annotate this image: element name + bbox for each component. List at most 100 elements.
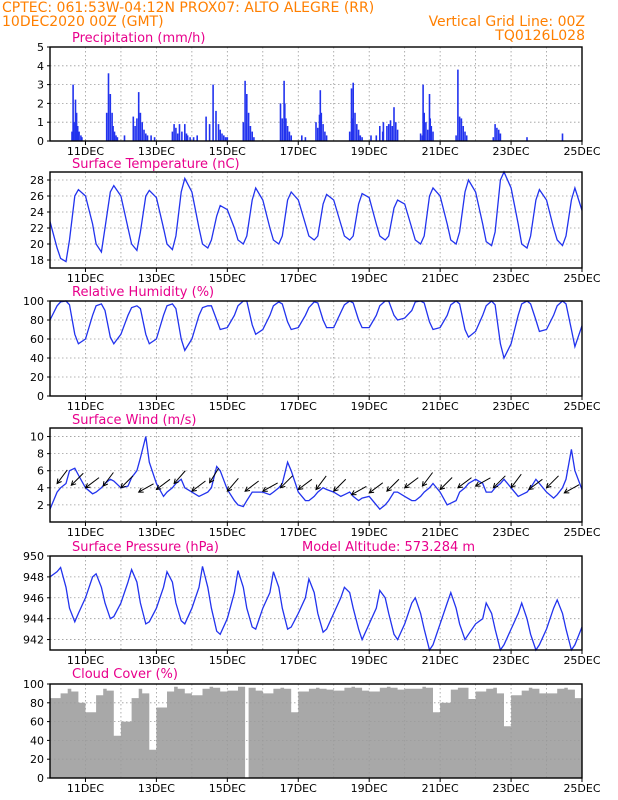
wind-arrow-head — [279, 482, 286, 489]
wind-arrow-head — [173, 478, 179, 485]
wind-xtick-label: 17DEC — [280, 526, 317, 539]
pressure-xtick-label: 21DEC — [422, 654, 459, 667]
precip-bar — [315, 122, 317, 141]
cloud-ytick-label: 20 — [30, 753, 44, 766]
precip-bar — [419, 133, 422, 141]
precip-bar — [357, 129, 360, 141]
temp-xtick-label: 17DEC — [280, 272, 317, 285]
wind-arrow-shaft — [368, 482, 384, 494]
precip-bar — [325, 135, 328, 141]
precip-bar — [249, 126, 252, 141]
precip-bar — [196, 135, 198, 141]
precip-bar — [80, 135, 82, 141]
wind-arrow-head — [563, 488, 570, 494]
precip-bar — [74, 99, 77, 141]
precip-bar — [462, 126, 464, 141]
precip-bar — [425, 122, 427, 141]
precip-bar — [389, 120, 392, 141]
precip-bar — [181, 131, 183, 141]
wind-arrow-shaft — [85, 477, 100, 489]
precip-bar — [146, 135, 149, 141]
rh-xtick-label: 13DEC — [138, 400, 175, 413]
panels: 0 1 2 3 4 5 11DEC 13DEC 15DEC 17DEC 19DEC 21DEC 23DE… — [23, 41, 601, 795]
precip-bar — [319, 90, 322, 141]
precip-bar — [359, 135, 362, 141]
wind-arrow-head — [120, 482, 126, 489]
precip-bar — [457, 69, 459, 141]
wind-arrow-head — [244, 486, 251, 492]
precip-bar — [352, 82, 354, 141]
cloud-ytick-label: 40 — [30, 734, 44, 747]
precip-bar — [428, 94, 431, 141]
wind-xtick-label: 13DEC — [138, 526, 175, 539]
precip-bar — [134, 126, 136, 141]
temp-ytick-label: 26 — [30, 190, 44, 203]
wind-arrow-head — [56, 478, 62, 485]
precip-ytick-label: 1 — [37, 116, 44, 129]
wind-title: Surface Wind (m/s) — [72, 413, 196, 428]
wind-arrow-head — [492, 482, 499, 489]
precip-xtick-label: 21DEC — [422, 145, 459, 158]
wind-arrow-head — [209, 477, 215, 484]
wind-arrow-head — [70, 480, 77, 487]
precip-bar — [253, 137, 255, 141]
temp-xtick-label: 21DEC — [422, 272, 459, 285]
precip-xtick-label: 25DEC — [563, 145, 600, 158]
wind-arrow-head — [439, 484, 446, 491]
pressure-line — [49, 566, 583, 652]
precip-bar — [123, 135, 126, 141]
temp-ytick-label: 22 — [30, 222, 44, 235]
precip-bar — [497, 129, 500, 141]
wind-arrow-shaft — [56, 469, 68, 484]
temp-ytick-label: 28 — [30, 174, 44, 187]
precip-bar — [107, 73, 110, 141]
precip-bar — [224, 137, 227, 141]
precip-bar — [430, 126, 433, 141]
precip-bar — [492, 137, 495, 141]
precip-bar — [76, 126, 79, 141]
precip-xtick-label: 13DEC — [138, 145, 175, 158]
precip-bar — [186, 135, 189, 141]
precip-bar — [286, 126, 289, 141]
precip-bar — [301, 135, 303, 141]
temp-ytick-label: 20 — [30, 238, 44, 251]
wind-arrow-shaft — [156, 478, 171, 490]
wind-ytick-label: 4 — [37, 482, 44, 495]
rh-ytick-label: 0 — [37, 390, 44, 403]
header-station: CPTEC: 061:53W-04:12N PROX07: ALTO ALEGR… — [2, 0, 374, 16]
wind-arrow-shaft — [528, 478, 543, 490]
precip-bar — [396, 129, 399, 141]
precip-bar — [494, 124, 496, 141]
wind-xtick-label: 11DEC — [67, 526, 104, 539]
wind-arrow-shaft — [315, 475, 327, 490]
wind-arrow-head — [155, 484, 162, 491]
wind-arrow-head — [403, 483, 410, 489]
wind-xtick-label: 19DEC — [351, 526, 388, 539]
wind-arrow-shaft — [351, 485, 367, 496]
precip-bar — [212, 84, 214, 141]
precip-bar — [290, 135, 292, 141]
cloud-frame — [49, 683, 583, 779]
precip-bar — [143, 129, 145, 141]
wind-xtick-label: 23DEC — [493, 526, 530, 539]
precip-bar — [324, 131, 326, 141]
wind-arrow-shaft — [262, 482, 278, 492]
precip-bar — [361, 137, 363, 141]
wind-arrow-shaft — [546, 475, 559, 489]
wind-arrow-head — [191, 486, 197, 492]
precip-bar — [304, 137, 307, 141]
wind-arrow-shaft — [173, 470, 186, 484]
precip-bar — [320, 112, 323, 141]
precip-bar — [393, 107, 395, 141]
cloud-xtick-label: 21DEC — [422, 782, 459, 795]
wind-arrow-shaft — [457, 477, 472, 489]
precip-bar — [105, 112, 108, 141]
precip-bar — [145, 133, 147, 141]
rh-ytick-label: 100 — [23, 295, 44, 308]
wind-arrow-head — [527, 484, 534, 491]
precip-bar — [458, 116, 461, 141]
precip-bar — [208, 124, 211, 141]
wind-arrow-head — [84, 483, 91, 489]
precip-bar — [205, 116, 207, 141]
precip-bar — [429, 118, 431, 141]
